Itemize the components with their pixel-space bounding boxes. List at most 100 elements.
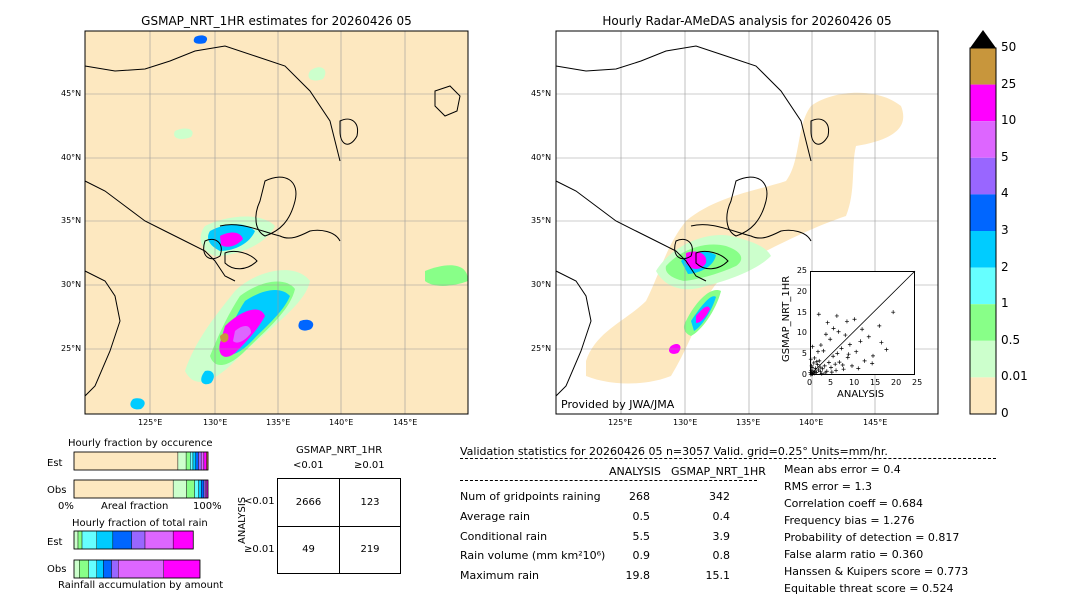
scatter-point <box>877 323 882 328</box>
scatter-point <box>810 344 815 349</box>
obs-bar-outline <box>73 479 209 499</box>
scatter-point <box>822 363 827 368</box>
scatter-point <box>813 366 818 371</box>
left-lon-label-130: 130°E <box>203 418 228 427</box>
scatter-point <box>837 360 842 365</box>
scatter-point <box>825 320 830 325</box>
left-lat-label-35: 35°N <box>61 216 82 225</box>
obs-bar-segment <box>203 479 206 499</box>
scatter-xtick: 20 <box>891 378 902 387</box>
colorbar-cell <box>970 377 996 414</box>
colorbar-label: 3 <box>1001 223 1009 237</box>
contingency-cell-01: 123 <box>360 497 380 508</box>
colorbar-label: 0 <box>1001 406 1009 420</box>
validation-divider <box>460 458 996 459</box>
right-lon-label-145: 145°E <box>863 418 888 427</box>
scatter-point <box>816 312 821 317</box>
scatter-point <box>841 367 846 372</box>
scatter-point <box>852 317 857 322</box>
scatter-point <box>820 366 825 371</box>
colorbar-extend-arrow <box>970 30 996 48</box>
score-ets: Equitable threat score = 0.524 <box>784 582 954 595</box>
diagonal-line <box>809 270 916 376</box>
stat-analysis-average: 0.5 <box>632 510 651 523</box>
obs-bar-segment <box>118 559 164 579</box>
est-bar-segment <box>198 451 202 471</box>
validation-header: Validation statistics for 20260426 05 n=… <box>460 445 888 458</box>
colorbar-cell <box>970 340 996 378</box>
contingency-row-ge: ≥0.01 <box>244 544 275 555</box>
scatter-point <box>828 337 833 342</box>
obs-bar-segment <box>205 479 207 499</box>
occurrence-est-label: Est <box>47 458 63 469</box>
scatter-point <box>818 343 823 348</box>
est-bar-segment <box>77 530 83 550</box>
scatter-point <box>823 370 828 375</box>
obs-bar-segment <box>172 479 187 499</box>
est-bar-segment <box>177 451 187 471</box>
scatter-point <box>823 332 828 337</box>
colorbar-cell <box>970 121 996 158</box>
est-bar-segment <box>73 530 79 550</box>
est-bar-segment <box>131 530 146 550</box>
scatter-point <box>844 319 849 324</box>
right-lon-label-140: 140°E <box>799 418 824 427</box>
obs-bar-segment <box>79 559 89 579</box>
score-bias: Frequency bias = 1.276 <box>784 514 915 527</box>
scatter-point <box>829 365 833 370</box>
stat-gsmap-average: 0.4 <box>712 510 731 523</box>
est-bar-segment <box>172 530 194 550</box>
scatter-point <box>826 360 831 365</box>
scatter-xtick: 15 <box>870 378 881 387</box>
totalrain-bars <box>73 530 201 579</box>
left-lat-label-45: 45°N <box>61 89 82 98</box>
scatter-point <box>818 365 823 370</box>
est-bar-segment <box>112 530 132 550</box>
contingency-title: GSMAP_NRT_1HR <box>296 445 383 456</box>
contingency-row-lt: <0.01 <box>244 496 275 507</box>
colorbar-label: 25 <box>1001 76 1017 91</box>
scatter-point <box>846 352 851 357</box>
scatter-point <box>856 366 861 371</box>
stat-label-gridpoints: Num of gridpoints raining <box>460 490 601 503</box>
occurrence-xlabel: Areal fraction <box>101 501 169 512</box>
scatter-ytick: 25 <box>796 266 807 275</box>
obs-bar-segment <box>73 479 174 499</box>
est-bar-segment <box>81 530 97 550</box>
score-rmse: RMS error = 1.3 <box>784 480 872 493</box>
colorbar-cell <box>970 194 996 231</box>
scatter-point <box>812 355 817 360</box>
contingency-col-lt: <0.01 <box>293 460 324 471</box>
scatter-point <box>831 354 836 359</box>
right-lat-label-40: 40°N <box>531 153 552 162</box>
scatter-point <box>811 360 816 365</box>
colorbar <box>969 30 997 415</box>
contingency-table: 2666 123 49 219 <box>277 478 401 574</box>
obs-bar-segment <box>186 479 195 499</box>
est-bar-segment <box>200 451 205 471</box>
stat-label-conditional: Conditional rain <box>460 530 548 543</box>
colorbar-label: 2 <box>1001 259 1009 274</box>
scatter-point <box>817 358 822 363</box>
colorbar-label: 10 <box>1001 113 1017 128</box>
obs-bar-segment <box>73 559 80 579</box>
scatter-point <box>839 346 844 351</box>
colorbar-label: 0.01 <box>1001 369 1028 384</box>
obs-bar-segment <box>163 559 201 579</box>
score-far: False alarm ratio = 0.360 <box>784 548 924 561</box>
right-lon-label-125: 125°E <box>608 418 633 427</box>
est-bar-segment <box>96 530 114 550</box>
stat-analysis-maximum: 19.8 <box>625 569 651 582</box>
stat-gsmap-maximum: 15.1 <box>705 569 731 582</box>
stat-analysis-gridpoints: 268 <box>629 490 650 503</box>
scatter-point <box>819 371 824 376</box>
scatter-point <box>812 371 817 376</box>
scatter-point <box>862 358 867 363</box>
stat-gsmap-volume: 0.8 <box>712 549 731 562</box>
scatter-point <box>815 349 820 354</box>
left-lon-label-140: 140°E <box>329 418 354 427</box>
right-lon-label-135: 135°E <box>736 418 761 427</box>
obs-bar-segment <box>194 479 199 499</box>
totalrain-obs-label: Obs <box>47 564 67 575</box>
scatter-points <box>808 310 896 377</box>
